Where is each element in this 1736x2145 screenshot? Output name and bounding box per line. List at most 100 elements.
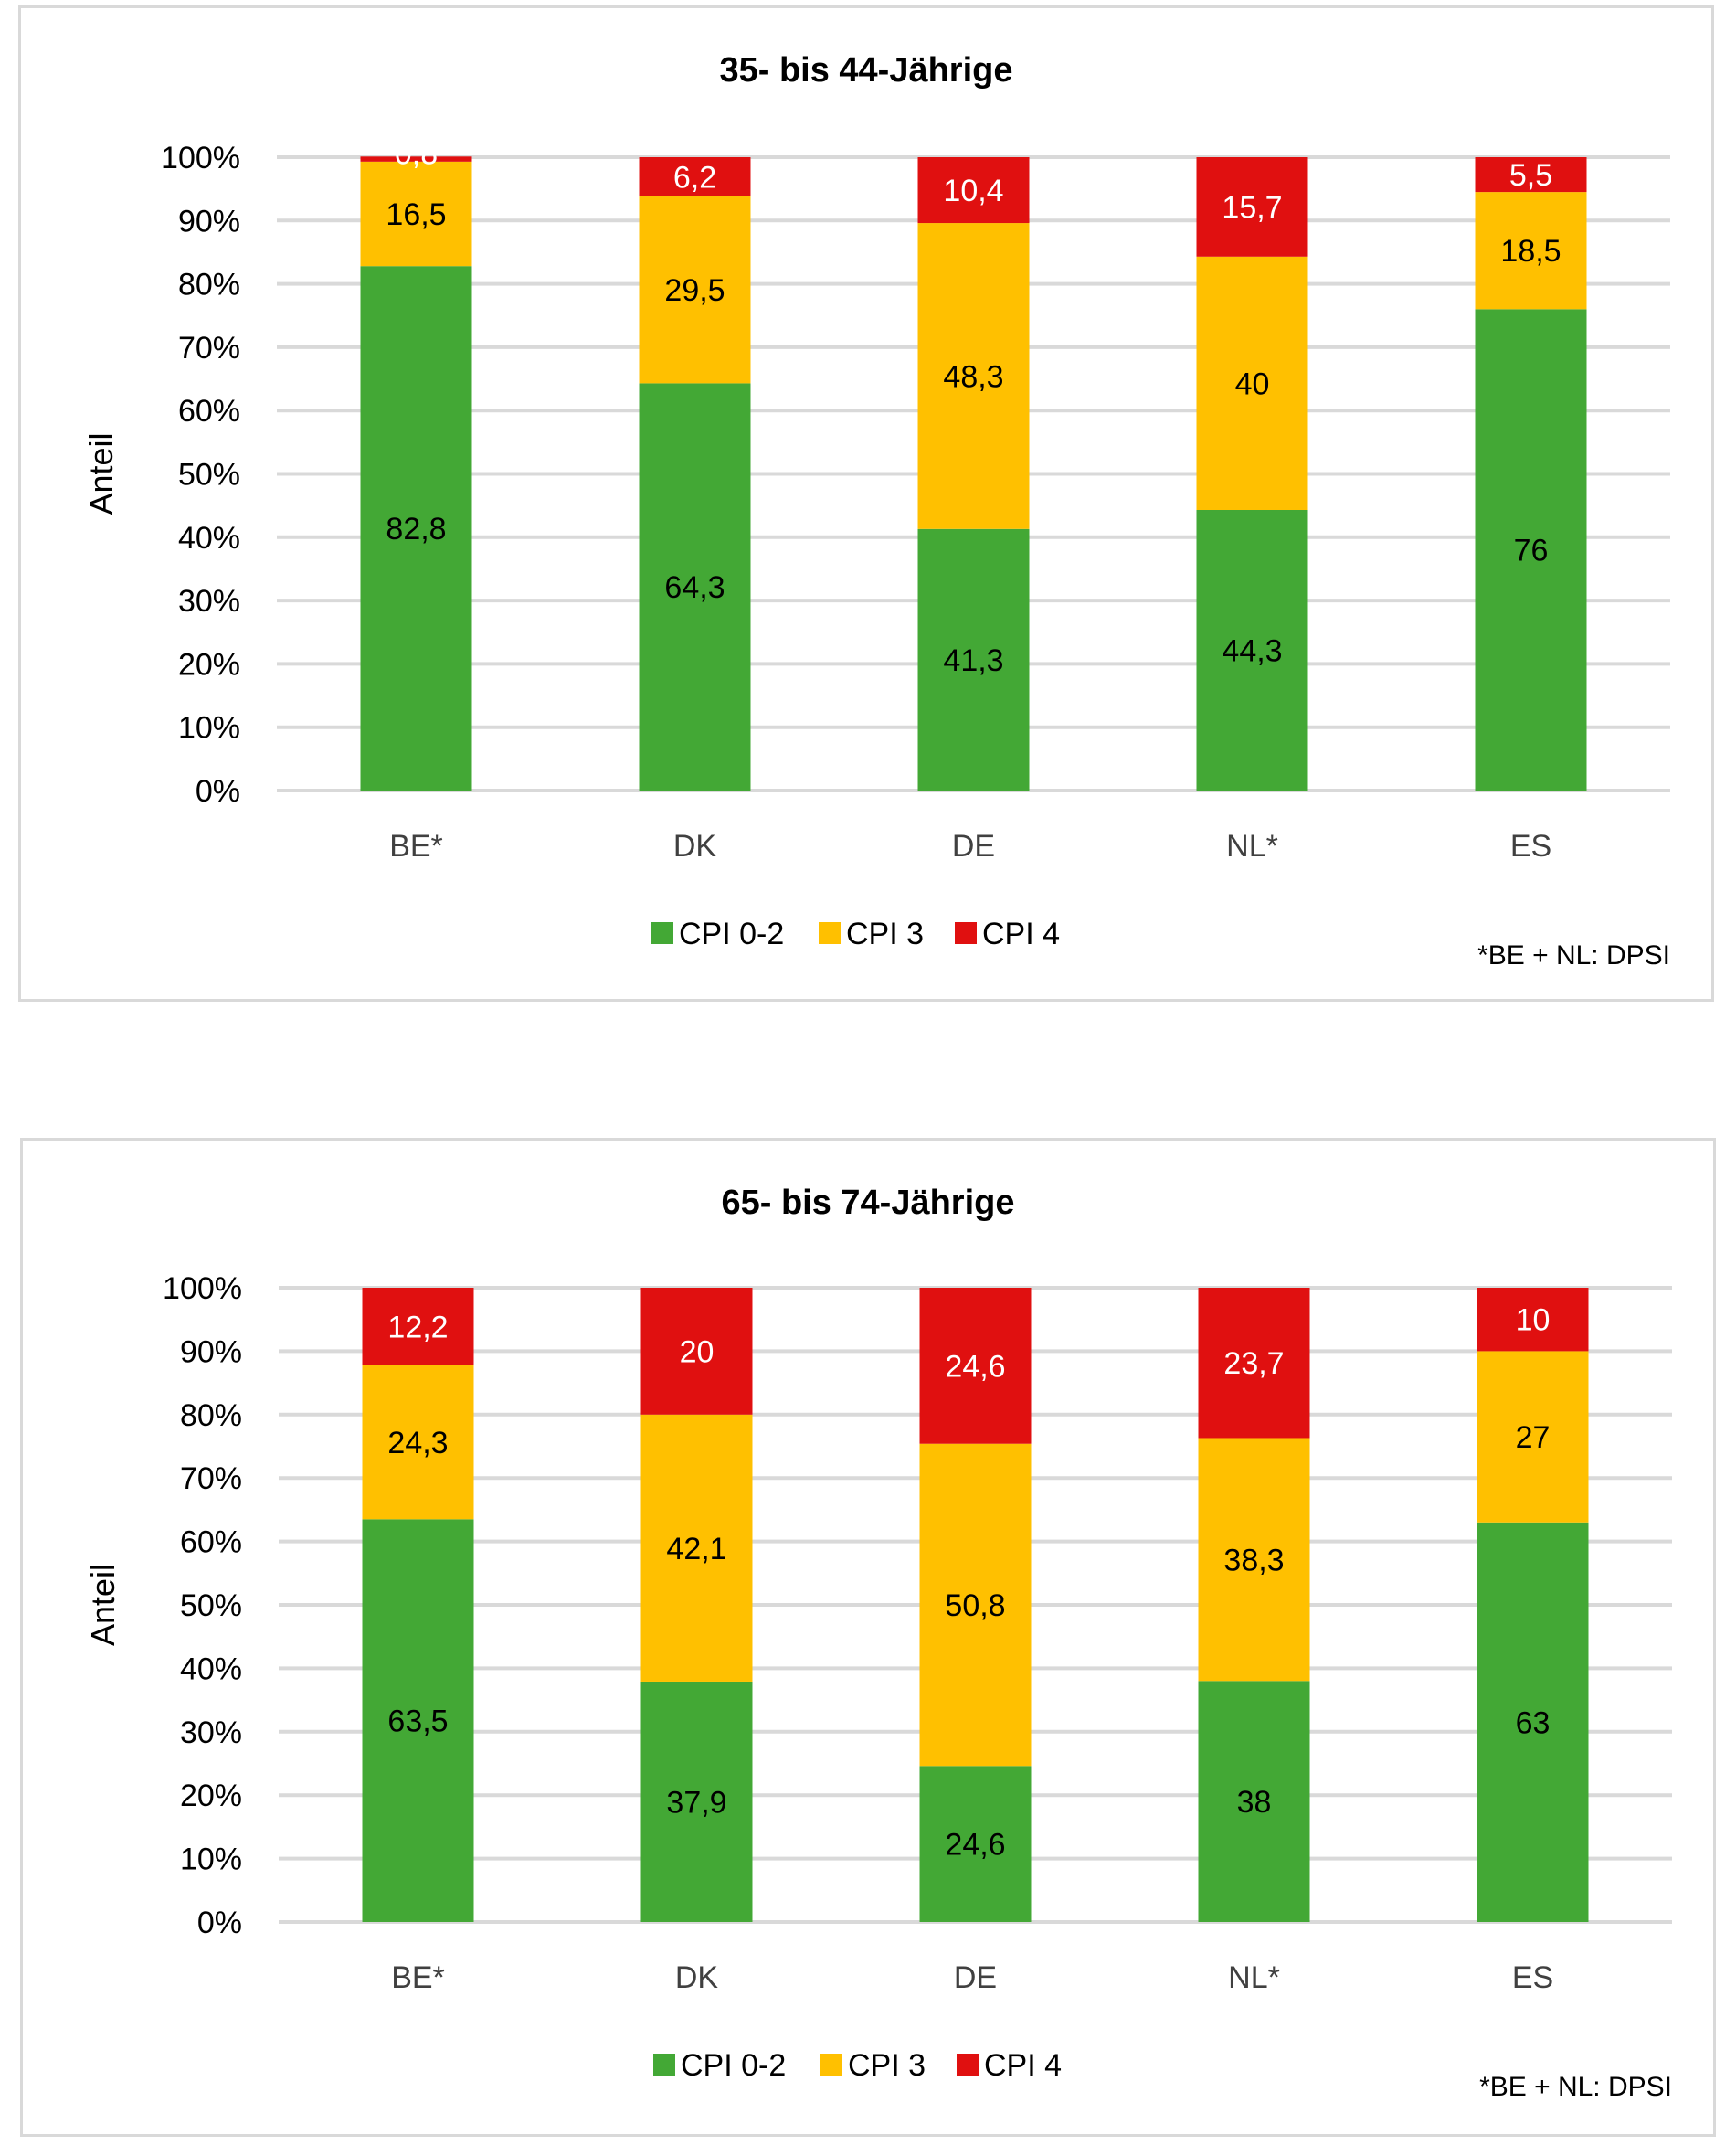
legend-label: CPI 4 (982, 917, 1060, 951)
y-tick-label: 30% (180, 1715, 242, 1750)
bar-segment-cpi-4 (919, 1288, 1032, 1444)
data-label: 40 (1235, 366, 1270, 401)
bar-segment-cpi-4 (640, 1288, 753, 1415)
y-tick-label: 80% (178, 268, 240, 303)
data-label: 20 (680, 1334, 715, 1369)
data-label: 29,5 (664, 273, 725, 308)
x-tick-label: ES (1510, 829, 1551, 864)
bar-segment-cpi-4 (1477, 1288, 1589, 1352)
bar-segment-cpi-0-2 (1475, 309, 1587, 791)
data-label: 10 (1516, 1303, 1551, 1338)
y-tick-label: 100% (161, 141, 240, 175)
bar-segment-cpi-3 (919, 1443, 1032, 1767)
stacked-bar-chart: 65- bis 74-Jährige 0% 10% 20% 30% 40% 50% 60% 70… (84, 1184, 1672, 2102)
x-tick-label: ES (1512, 1960, 1553, 1995)
y-tick-label: 60% (180, 1525, 242, 1560)
legend-swatch (955, 922, 977, 944)
data-label: 44,3 (1222, 634, 1282, 669)
bar-segment-cpi-0-2 (1198, 1681, 1310, 1922)
chart-panel-35-44: 35- bis 44-Jährige 0% 10% 20% 30% 40% 50% 60% 70… (18, 5, 1714, 1002)
y-axis-label: Anteil (82, 432, 120, 515)
data-label: 6,2 (673, 160, 716, 195)
bar-segment-cpi-3 (362, 1365, 474, 1520)
data-label: 48,3 (943, 359, 1003, 394)
footnote: *BE + NL: DPSI (1479, 2072, 1672, 2102)
y-tick-label: 10% (180, 1842, 242, 1877)
x-tick-label: DK (673, 829, 717, 864)
footnote: *BE + NL: DPSI (1477, 940, 1670, 971)
bar-segment-cpi-0-2 (640, 1681, 753, 1922)
bar-segment-cpi-3 (1477, 1351, 1589, 1523)
bar-segment-cpi-3 (639, 196, 751, 384)
bar-segment-cpi-4 (1475, 157, 1587, 193)
chart-panel-65-74: 65- bis 74-Jährige 0% 10% 20% 30% 40% 50% 60% 70… (20, 1138, 1716, 2137)
data-label: 24,6 (945, 1349, 1005, 1384)
bar-segment-cpi-0-2 (917, 528, 1030, 791)
data-label: 76 (1514, 534, 1549, 568)
bar-segment-cpi-3 (360, 161, 472, 267)
bar-segment-cpi-4 (1196, 157, 1308, 257)
legend-swatch (819, 922, 841, 944)
bar-segment-cpi-0-2 (1477, 1522, 1589, 1922)
x-tick-label: BE* (391, 1960, 445, 1995)
y-tick-label: 80% (180, 1398, 242, 1433)
bar-segment-cpi-3 (917, 223, 1030, 529)
legend-swatch (957, 2054, 979, 2076)
x-tick-label: DK (675, 1960, 719, 1995)
data-label: 18,5 (1500, 234, 1561, 269)
bar-segment-cpi-3 (1475, 192, 1587, 310)
x-tick-label: DE (954, 1960, 997, 1995)
data-label: 64,3 (664, 570, 725, 605)
bar-segment-cpi-0-2 (1196, 510, 1308, 791)
data-label: 37,9 (666, 1785, 726, 1820)
y-tick-label: 100% (163, 1271, 242, 1306)
x-tick-label: NL* (1226, 829, 1278, 864)
data-label: 12,2 (387, 1310, 448, 1344)
data-label: 42,1 (666, 1532, 726, 1566)
bar-segment-cpi-3 (1198, 1438, 1310, 1682)
data-label: 24,3 (387, 1426, 448, 1460)
data-label: 38,3 (1223, 1543, 1284, 1577)
y-tick-label: 70% (180, 1461, 242, 1496)
y-tick-label: 20% (180, 1779, 242, 1813)
stacked-bar-chart: 35- bis 44-Jährige 0% 10% 20% 30% 40% 50% 60% 70… (82, 51, 1670, 971)
data-label: 5,5 (1509, 158, 1552, 193)
legend-swatch (820, 2054, 842, 2076)
bar-segment-cpi-4 (639, 157, 751, 196)
data-label: 63,5 (387, 1704, 448, 1739)
bar-segment-cpi-3 (640, 1414, 753, 1682)
legend-label: CPI 0-2 (679, 917, 784, 951)
y-tick-label: 50% (178, 458, 240, 493)
data-label: 15,7 (1222, 190, 1282, 225)
legend-label: CPI 0-2 (681, 2048, 786, 2083)
x-tick-label: DE (952, 829, 995, 864)
data-label: 27 (1516, 1420, 1551, 1455)
data-label: 16,5 (386, 197, 446, 232)
data-label: 10,4 (943, 174, 1003, 208)
data-label: 82,8 (386, 512, 446, 547)
y-tick-label: 40% (180, 1651, 242, 1686)
bar-segment-cpi-3 (1196, 256, 1308, 511)
bar-segment-cpi-4 (360, 156, 472, 162)
x-tick-label: BE* (389, 829, 443, 864)
bar-segment-cpi-0-2 (360, 266, 472, 791)
y-tick-label: 40% (178, 521, 240, 556)
bar-segment-cpi-0-2 (919, 1766, 1032, 1922)
bar-segment-cpi-0-2 (639, 383, 751, 791)
data-label: 50,8 (945, 1588, 1005, 1623)
y-tick-label: 30% (178, 584, 240, 619)
legend-label: CPI 4 (984, 2048, 1062, 2083)
y-tick-label: 90% (180, 1334, 242, 1369)
chart-title: 35- bis 44-Jährige (719, 51, 1012, 90)
data-label: 0,8 (395, 136, 438, 171)
y-tick-label: 20% (178, 647, 240, 682)
data-label: 24,6 (945, 1828, 1005, 1863)
x-tick-label: NL* (1228, 1960, 1280, 1995)
bar-segment-cpi-4 (917, 157, 1030, 224)
y-tick-label: 10% (178, 711, 240, 746)
legend-swatch (651, 922, 673, 944)
y-tick-label: 0% (196, 774, 240, 809)
data-label: 63 (1516, 1705, 1551, 1740)
legend-label: CPI 3 (848, 2048, 926, 2083)
bar-segment-cpi-4 (362, 1288, 474, 1365)
